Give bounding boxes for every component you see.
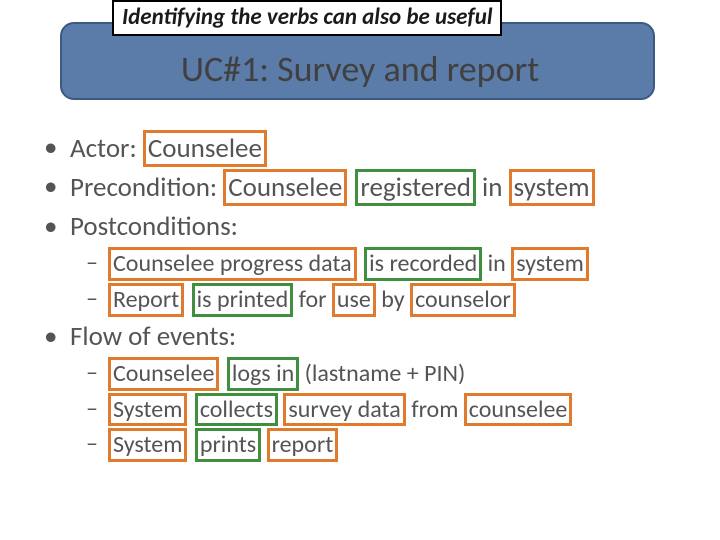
callout-box: Identifying the verbs can also be useful xyxy=(112,0,502,36)
sub-flow-b: System collects survey data from counsel… xyxy=(36,393,700,427)
verb-registered: registered xyxy=(355,169,476,206)
actor-label: Actor: xyxy=(70,132,143,165)
verb-prints: prints xyxy=(195,428,261,462)
noun-system: System xyxy=(108,393,187,427)
bullet-postconditions: Postconditions: xyxy=(36,209,700,245)
noun-use: use xyxy=(332,283,376,317)
bullet-precondition: Precondition: Counselee registered in sy… xyxy=(36,169,700,206)
noun-survey-data: survey data xyxy=(283,393,405,427)
text-from: from xyxy=(406,395,464,424)
verb-collects: collects xyxy=(195,393,278,427)
postconditions-label: Postconditions: xyxy=(70,210,238,243)
noun-counselee: Counselee xyxy=(108,357,219,391)
verb-logs-in: logs in xyxy=(227,357,299,391)
text-by: by xyxy=(376,285,410,314)
bullet-actor: Actor: Counselee xyxy=(36,130,700,167)
flow-label: Flow of events: xyxy=(70,320,236,353)
sub-post-b: Report is printed for use by counselor xyxy=(36,283,700,317)
noun-counselor: counselor xyxy=(410,283,516,317)
sub-flow-c: System prints report xyxy=(36,428,700,462)
sub-flow-a: Counselee logs in (lastname + PIN) xyxy=(36,357,700,391)
bullet-flow: Flow of events: xyxy=(36,319,700,355)
noun-progress-data: Counselee progress data xyxy=(108,247,357,281)
text-for: for xyxy=(293,285,332,314)
noun-counselee: Counselee xyxy=(143,130,267,167)
sub-post-a: Counselee progress data is recorded in s… xyxy=(36,247,700,281)
noun-report: Report xyxy=(108,283,184,317)
body-content: Actor: Counselee Precondition: Counselee… xyxy=(36,130,700,464)
precondition-label: Precondition: xyxy=(70,171,223,204)
noun-counselee: counselee xyxy=(464,393,573,427)
slide-title: UC#1: Survey and report xyxy=(0,47,720,91)
noun-system: system xyxy=(511,247,589,281)
text-in: in xyxy=(482,249,511,278)
text-lastname-pin: (lastname + PIN) xyxy=(299,359,465,388)
text-in: in xyxy=(476,171,509,204)
noun-system: system xyxy=(509,169,595,206)
verb-is-recorded: is recorded xyxy=(364,247,482,281)
verb-is-printed: is printed xyxy=(192,283,294,317)
noun-system: System xyxy=(108,428,187,462)
noun-report: report xyxy=(267,428,339,462)
noun-counselee: Counselee xyxy=(223,169,347,206)
